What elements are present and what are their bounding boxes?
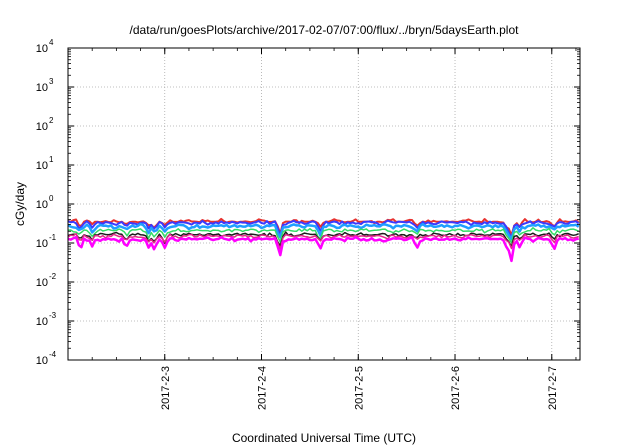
series-line-2 bbox=[67, 219, 580, 240]
y-tick-exponent: 1 bbox=[49, 155, 54, 164]
y-tick-exponent: -3 bbox=[49, 311, 57, 320]
series-lines bbox=[67, 217, 580, 263]
y-axis-label: cGy/day bbox=[13, 182, 27, 226]
y-tick-label: 10 bbox=[36, 199, 48, 211]
x-tick-label: 2017-2-3 bbox=[160, 366, 172, 410]
y-tick-exponent: -1 bbox=[49, 233, 57, 242]
series-line-7 bbox=[67, 235, 579, 263]
y-tick-exponent: 4 bbox=[49, 38, 54, 47]
x-tick-label: 2017-2-4 bbox=[257, 366, 269, 410]
y-tick-label: 10 bbox=[36, 277, 48, 289]
series-line-6 bbox=[67, 232, 579, 250]
x-tick-label: 2017-2-5 bbox=[353, 366, 365, 410]
y-tick-label: 10 bbox=[36, 160, 48, 172]
chart-title: /data/run/goesPlots/archive/2017-02-07/0… bbox=[130, 23, 520, 37]
y-tick-exponent: 0 bbox=[49, 194, 54, 203]
grid bbox=[68, 48, 580, 360]
series-line-3 bbox=[67, 222, 580, 241]
x-axis-label: Coordinated Universal Time (UTC) bbox=[232, 431, 416, 445]
y-tick-label: 10 bbox=[36, 316, 48, 328]
y-tick-label: 10 bbox=[36, 238, 48, 250]
y-tick-exponent: -2 bbox=[49, 272, 57, 281]
y-tick-label: 10 bbox=[36, 355, 48, 367]
y-tick-label: 10 bbox=[36, 82, 48, 94]
y-tick-label: 10 bbox=[36, 43, 48, 55]
y-tick-label: 10 bbox=[36, 121, 48, 133]
series-line-4 bbox=[67, 227, 579, 244]
x-tick-label: 2017-2-6 bbox=[450, 366, 462, 410]
y-tick-exponent: 2 bbox=[49, 116, 54, 125]
y-tick-exponent: -4 bbox=[49, 350, 57, 359]
y-tick-exponent: 3 bbox=[49, 77, 54, 86]
x-tick-label: 2017-2-7 bbox=[547, 366, 559, 410]
